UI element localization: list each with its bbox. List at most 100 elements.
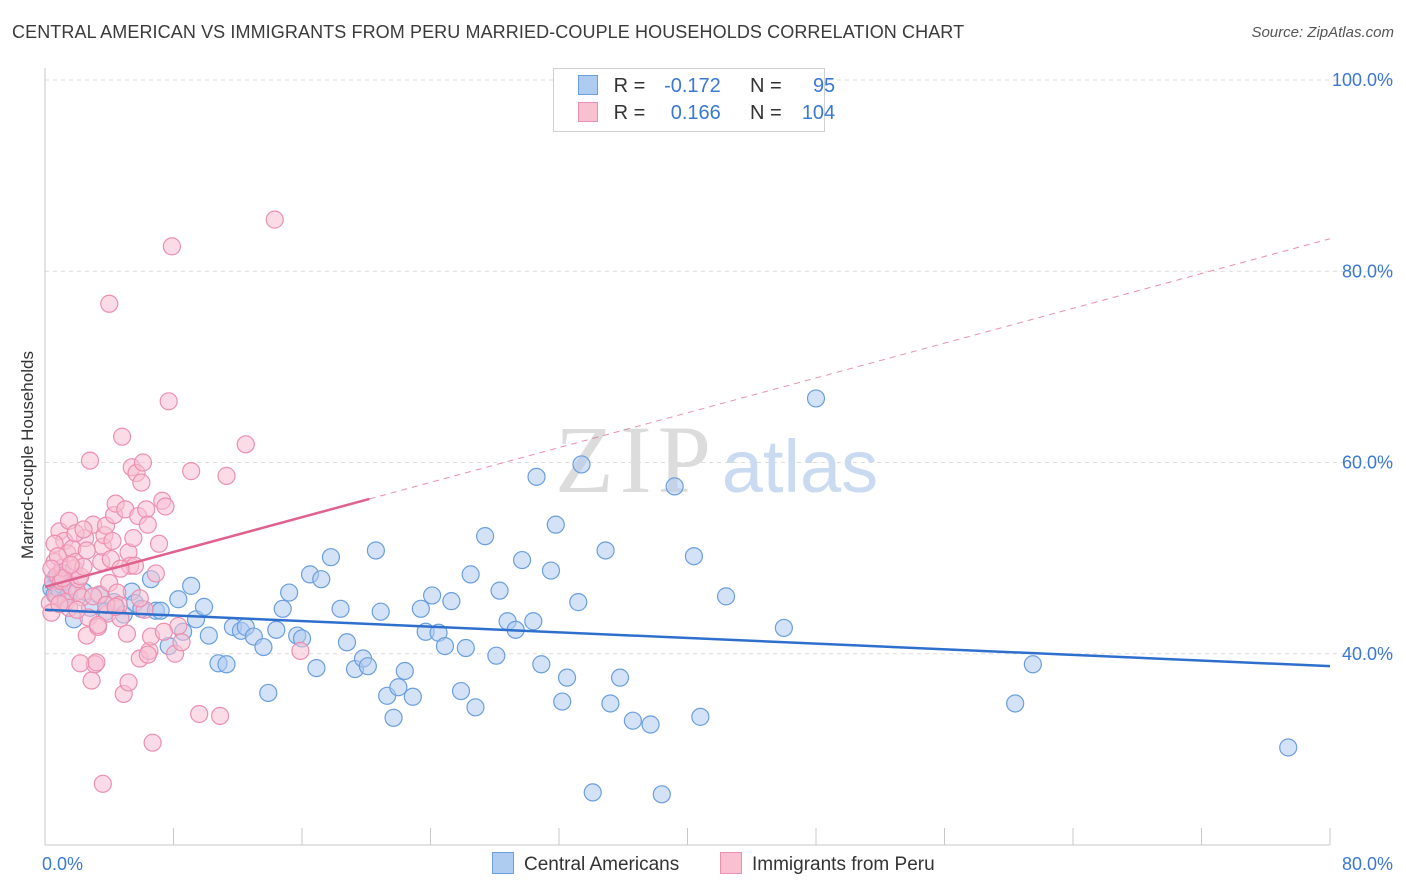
central-american-point [774,618,793,638]
peru-trend-line-dashed [369,238,1331,500]
central-american-point [194,597,214,616]
central-american-point [1023,655,1042,674]
central-american-point [466,698,485,717]
central-american-point [451,681,471,701]
central-american-point [596,541,615,560]
central-american-point [384,708,403,727]
central-american-point [169,590,188,609]
central-american-point [312,570,331,589]
peru-point [291,641,310,660]
central-american-point [652,785,671,804]
peru-point [154,622,173,641]
central-american-point [487,646,506,665]
peru-point [159,392,178,411]
peru-point [162,237,181,256]
x-tick-label-min: 0.0% [42,854,83,874]
x-tick-labels: 0.0% 80.0% [42,854,1393,874]
central-american-point [583,783,602,802]
central-american-point [806,389,826,408]
y-tick-label: 40.0% [1342,644,1393,664]
central-american-point [331,599,350,618]
legend-r-label: R = [613,75,646,97]
central-american-point [641,715,660,734]
central-american-point [423,586,442,605]
central-american-point [259,683,278,703]
central-american-point [569,593,588,612]
peru-point [265,210,284,229]
central-american-point [461,565,480,584]
central-american-point [532,655,551,674]
central-american-point [442,592,461,611]
central-american-point [557,668,577,687]
peru-point [74,520,93,539]
peru-point [61,555,80,574]
central-american-point [151,601,170,620]
y-tick-label: 60.0% [1342,453,1393,473]
central-american-point [411,599,430,618]
central-american-point [665,477,684,496]
legend-n-value: 104 [801,102,836,124]
central-american-point [490,581,509,600]
peru-point [190,704,209,724]
grid-lines [45,79,1393,655]
central-american-point [182,576,201,595]
peru-point [124,528,143,548]
peru-point [146,564,165,583]
central-american-point [267,620,286,639]
peru-point [87,653,106,672]
peru-point [112,427,132,446]
peru-point [143,733,162,752]
peru-point [117,624,137,643]
watermark-atlas: atlas [722,425,878,508]
peru-point [172,633,191,652]
legend-swatch-pink [578,102,598,122]
central-american-point [1006,694,1025,713]
bottom-legend-swatch-pink [720,852,742,874]
peru-point [182,462,201,481]
central-american-point [541,561,561,580]
peru-point [88,615,108,635]
central-american-point [280,583,299,602]
central-american-point [553,692,572,711]
peru-point [77,541,96,560]
correlation-legend: R = -0.172 N = 95 R = 0.166 N = 104 [553,68,835,132]
central-american-point [684,547,704,566]
central-american-point [1279,738,1298,757]
central-american-point [610,668,630,687]
central-american-point [512,550,532,570]
central-american-point [623,711,642,730]
central-american-point [217,655,236,674]
x-tick-label-max: 80.0% [1342,854,1393,874]
peru-point [236,435,255,454]
legend-r-value: -0.172 [664,75,721,97]
peru-point [100,294,119,313]
legend-row-immigrants-from-peru: R = 0.166 N = 104 [578,102,835,126]
central-american-point [716,587,736,606]
peru-point [217,466,236,485]
peru-point [84,587,103,606]
axes [44,68,1331,846]
peru-point [210,706,230,726]
y-tick-label: 80.0% [1342,261,1393,281]
central-american-point [358,657,377,676]
central-americans-points [42,389,1298,804]
central-american-point [527,467,546,486]
y-tick-labels: 40.0% 60.0% 80.0% 100.0% [1332,70,1393,664]
central-american-point [395,661,414,681]
peru-point [50,594,69,614]
peru-point [137,500,156,519]
peru-trend-line-solid [44,497,370,589]
bottom-legend-swatch-blue [492,852,514,874]
peru-point [133,453,153,472]
chart-title: CENTRAL AMERICAN VS IMMIGRANTS FROM PERU… [12,22,965,42]
central-american-point [321,548,341,567]
bottom-legend-immigrants-from-peru: Immigrants from Peru [720,852,935,876]
trend-lines [44,238,1331,668]
legend-r-value: 0.166 [670,102,721,124]
peru-point [82,671,101,690]
central-american-point [199,626,218,645]
central-american-point [456,638,475,658]
peru-point [149,534,169,553]
legend-n-value: 95 [812,75,836,97]
bottom-legend-label: Immigrants from Peru [752,854,935,875]
